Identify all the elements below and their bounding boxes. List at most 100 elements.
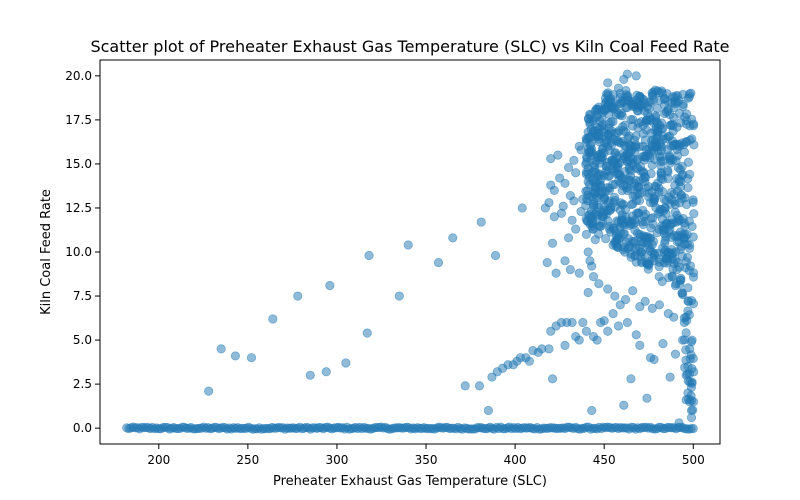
- scatter-point: [476, 217, 486, 227]
- scatter-point: [674, 418, 684, 428]
- scatter-point: [610, 291, 620, 301]
- scatter-point: [583, 247, 593, 257]
- scatter-point: [640, 296, 650, 306]
- scatter-point: [617, 111, 627, 121]
- scatter-point: [613, 321, 624, 331]
- scatter-point: [679, 147, 690, 157]
- scatter-point: [587, 405, 597, 416]
- scatter-point: [688, 120, 699, 131]
- scatter-point: [682, 252, 693, 263]
- scatter-point: [403, 240, 413, 250]
- scatter-point: [626, 374, 636, 384]
- scatter-point: [688, 299, 699, 309]
- scatter-point: [687, 335, 697, 345]
- scatter-point: [563, 233, 574, 243]
- scatter-point: [204, 386, 214, 396]
- scatter-point: [576, 206, 586, 217]
- scatter-point: [474, 381, 485, 391]
- scatter-point: [689, 367, 699, 377]
- scatter-point: [622, 317, 632, 328]
- scatter-point: [665, 372, 675, 382]
- scatter-point: [673, 151, 683, 161]
- scatter-point: [216, 344, 226, 354]
- scatter-point: [578, 194, 588, 204]
- scatter-point: [578, 317, 588, 328]
- scatter-point: [678, 101, 688, 111]
- scatter-point: [599, 316, 609, 326]
- scatter-point: [542, 257, 552, 268]
- scatter-point: [620, 294, 631, 305]
- scatter-point: [688, 272, 699, 282]
- scatter-point: [642, 393, 652, 403]
- x-tick-label: 300: [326, 453, 349, 467]
- y-tick-label: 20.0: [65, 69, 92, 83]
- scatter-point: [688, 353, 698, 364]
- scatter-point: [553, 150, 563, 160]
- scatter-point: [648, 236, 659, 246]
- scatter-point: [576, 145, 586, 155]
- scatter-point: [364, 250, 374, 261]
- scatter-point: [325, 280, 335, 291]
- scatter-point: [517, 203, 527, 213]
- x-tick-label: 500: [682, 453, 705, 467]
- scatter-point: [663, 166, 673, 176]
- scatter-point: [590, 235, 600, 245]
- scatter-point: [631, 330, 641, 340]
- y-tick-label: 12.5: [65, 201, 92, 215]
- scatter-point: [544, 344, 554, 354]
- scatter-point: [394, 291, 404, 301]
- scatter-point: [658, 338, 668, 349]
- x-tick-label: 450: [593, 453, 616, 467]
- scatter-point: [587, 261, 597, 271]
- scatter-point: [643, 264, 653, 274]
- scatter-point: [631, 71, 641, 81]
- scatter-point: [686, 412, 697, 423]
- scatter-point: [569, 155, 579, 165]
- scatter-point: [670, 349, 681, 359]
- scatter-point: [563, 162, 574, 173]
- scatter-point: [574, 268, 584, 278]
- points-layer: [122, 69, 699, 434]
- x-tick-label: 350: [415, 453, 438, 467]
- scatter-point: [592, 335, 602, 345]
- x-tick-label: 200: [147, 453, 170, 467]
- x-axis-label: Preheater Exhaust Gas Temperature (SLC): [273, 474, 547, 489]
- scatter-point: [551, 268, 561, 278]
- scatter-point: [341, 358, 351, 368]
- scatter-point: [683, 361, 693, 372]
- scatter-point: [547, 238, 558, 248]
- y-tick-label: 17.5: [65, 113, 92, 127]
- scatter-point: [628, 286, 638, 296]
- scatter-point: [574, 335, 584, 345]
- scatter-point: [268, 314, 278, 324]
- scatter-point: [687, 221, 697, 232]
- scatter-point: [594, 220, 604, 231]
- scatter-point: [677, 288, 687, 298]
- scatter-point: [567, 317, 577, 328]
- scatter-point: [560, 340, 570, 350]
- scatter-point: [597, 212, 608, 222]
- scatter-point: [588, 272, 599, 282]
- x-tick-label: 400: [504, 453, 527, 467]
- scatter-point: [681, 328, 691, 338]
- scatter-point: [661, 208, 671, 219]
- scatter-point: [305, 370, 315, 380]
- scatter-point: [684, 243, 695, 253]
- scatter-point: [613, 83, 624, 93]
- scatter-point: [649, 354, 659, 365]
- scatter-point: [549, 212, 559, 222]
- scatter-point: [603, 78, 613, 88]
- y-tick-label: 2.5: [73, 377, 92, 391]
- scatter-point: [433, 257, 444, 268]
- y-tick-label: 10.0: [65, 245, 92, 259]
- scatter-point: [567, 215, 577, 225]
- x-tick-label: 250: [236, 453, 259, 467]
- scatter-point: [558, 201, 568, 211]
- y-axis: 0.0 2.5 5.0 7.5 10.0 12.5 15.0 17.5 20.0: [65, 69, 100, 435]
- scatter-point: [608, 309, 618, 319]
- scatter-point: [669, 312, 679, 322]
- scatter-point: [683, 283, 693, 293]
- scatter-point: [560, 178, 570, 188]
- scatter-point: [581, 229, 591, 239]
- scatter-point: [594, 279, 604, 289]
